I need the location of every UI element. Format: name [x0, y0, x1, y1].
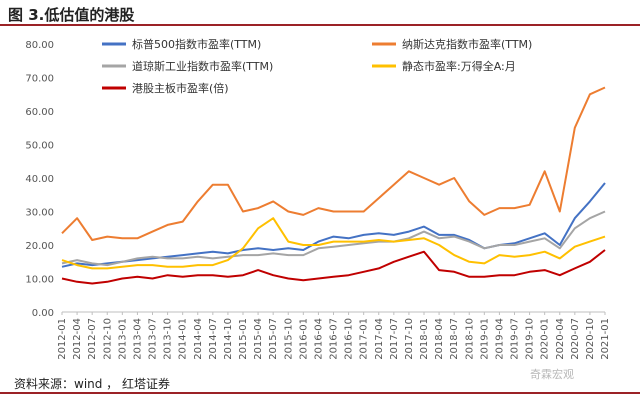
series-line — [61, 86, 606, 241]
title-rule — [0, 24, 640, 26]
axis-layer: 0.00 10.00 20.00 30.00 40.00 50.00 60.00 70.00 8… — [25, 40, 611, 360]
figure-title: 图 3.低估值的港股 — [8, 6, 135, 24]
x-tick-label: 2013-04 — [132, 318, 143, 360]
x-tick-label: 2015-01 — [238, 318, 249, 360]
bottom-rule — [0, 392, 640, 394]
y-tick-label: 40.00 — [25, 174, 54, 185]
x-tick-label: 2012-07 — [87, 318, 98, 360]
x-tick-label: 2018-04 — [434, 318, 445, 360]
x-tick-label: 2020-10 — [585, 318, 596, 360]
y-tick-label: 10.00 — [25, 275, 54, 286]
series-line — [61, 249, 606, 285]
legend-label: 港股主板市盈率(倍) — [132, 81, 229, 95]
y-tick-label: 60.00 — [25, 107, 54, 118]
x-tick-label: 2013-01 — [117, 318, 128, 360]
watermark: 奇霖宏观 — [530, 368, 574, 381]
x-tick-label: 2018-10 — [464, 318, 475, 360]
x-tick-label: 2017-07 — [389, 318, 400, 360]
x-tick-label: 2016-07 — [329, 318, 340, 360]
y-tick-label: 50.00 — [25, 141, 54, 152]
line-chart: 0.00 10.00 20.00 30.00 40.00 50.00 60.00 70.00 8… — [25, 37, 611, 360]
y-tick-label: 80.00 — [25, 40, 54, 51]
x-tick-label: 2014-01 — [178, 318, 189, 360]
y-tick-label: 30.00 — [25, 208, 54, 219]
legend-label: 纳斯达克指数市盈率(TTM) — [402, 37, 532, 51]
x-tick-label: 2016-10 — [344, 318, 355, 360]
x-tick-label: 2017-01 — [359, 318, 370, 360]
series-line — [61, 217, 606, 270]
x-tick-label: 2018-01 — [419, 318, 430, 360]
x-tick-label: 2020-01 — [540, 318, 551, 360]
series-layer — [61, 86, 606, 285]
legend-label: 静态市盈率:万得全A:月 — [402, 59, 516, 73]
x-tick-label: 2015-04 — [253, 318, 264, 360]
x-tick-label: 2014-07 — [208, 318, 219, 360]
x-tick-label: 2015-10 — [283, 318, 294, 360]
x-tick-label: 2020-04 — [555, 318, 566, 360]
x-tick-label: 2012-01 — [57, 318, 68, 360]
x-tick-label: 2019-10 — [525, 318, 536, 360]
x-tick-label: 2014-10 — [223, 318, 234, 360]
x-tick-label: 2018-07 — [449, 318, 460, 360]
legend-label: 道琼斯工业指数市盈率(TTM) — [132, 59, 273, 73]
x-tick-label: 2014-04 — [193, 318, 204, 360]
y-tick-label: 0.00 — [32, 308, 54, 319]
x-tick-label: 2017-04 — [374, 318, 385, 360]
x-tick-label: 2016-01 — [298, 318, 309, 360]
x-tick-label: 2017-10 — [404, 318, 415, 360]
x-tick-label: 2015-07 — [268, 318, 279, 360]
x-tick-label: 2019-04 — [494, 318, 505, 360]
y-tick-label: 20.00 — [25, 241, 54, 252]
x-tick-label: 2019-07 — [510, 318, 521, 360]
legend-label: 标普500指数市盈率(TTM) — [132, 37, 261, 51]
source-note: 资料来源：wind ， 红塔证券 — [14, 377, 171, 391]
series-line — [61, 182, 606, 268]
y-tick-label: 70.00 — [25, 74, 54, 85]
x-tick-label: 2012-04 — [72, 318, 83, 360]
x-tick-label: 2021-01 — [600, 318, 611, 360]
x-tick-label: 2019-01 — [479, 318, 490, 360]
x-tick-label: 2013-10 — [163, 318, 174, 360]
series-line — [61, 210, 606, 267]
x-tick-label: 2020-07 — [570, 318, 581, 360]
x-tick-label: 2013-07 — [148, 318, 159, 360]
x-tick-label: 2012-10 — [102, 318, 113, 360]
legend: 标普500指数市盈率(TTM) 纳斯达克指数市盈率(TTM) 道琼斯工业指数市盈率(… — [102, 37, 532, 95]
x-tick-label: 2016-04 — [313, 318, 324, 360]
